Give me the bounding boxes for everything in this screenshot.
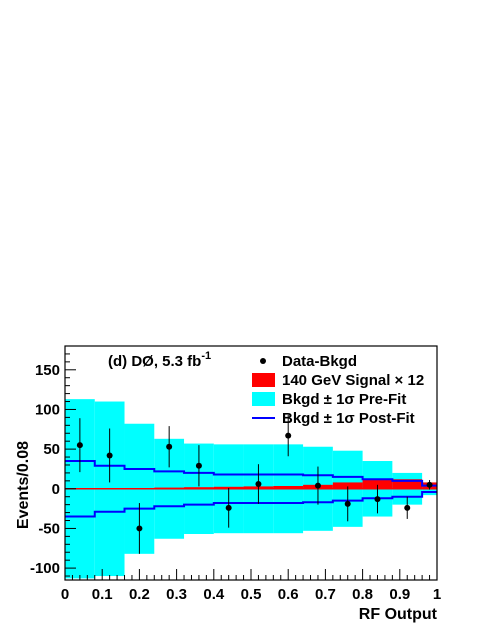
legend-marker-data xyxy=(260,358,266,364)
x-tick-label: 1 xyxy=(433,586,441,603)
legend-entry-label: 140 GeV Signal × 12 xyxy=(282,372,424,389)
signal-bin xyxy=(362,480,393,489)
data-point xyxy=(374,496,381,503)
x-tick-label: 0.5 xyxy=(241,586,262,603)
signal-bin xyxy=(184,487,214,489)
x-tick-label: 0.7 xyxy=(315,586,336,603)
signal-bin xyxy=(273,486,304,489)
data-point xyxy=(285,432,292,439)
y-tick-label: -50 xyxy=(38,520,60,537)
annotation-superscript: -1 xyxy=(201,350,211,362)
legend-entry-label: Data-Bkgd xyxy=(282,353,357,370)
x-tick-label: 0.6 xyxy=(278,586,299,603)
x-tick-label: 0.8 xyxy=(352,586,373,603)
x-tick-label: 0.2 xyxy=(129,586,150,603)
legend-swatch xyxy=(252,392,275,406)
data-point xyxy=(344,500,351,507)
legend-swatch xyxy=(252,373,275,387)
y-axis: -100 -50 0 50 100 150 xyxy=(30,353,76,577)
data-point xyxy=(195,462,202,469)
x-axis-title: RF Output xyxy=(359,606,438,623)
y-axis-title: Events/0.08 xyxy=(15,441,32,529)
legend-entry-label: Bkgd ± 1σ Post-Fit xyxy=(282,410,415,427)
data-point xyxy=(426,481,433,488)
y-tick-label: 0 xyxy=(52,481,60,498)
data-point xyxy=(106,452,113,459)
annotation-label: (d) DØ, 5.3 fb-1 xyxy=(108,350,211,370)
data-point xyxy=(404,504,411,511)
data-point xyxy=(76,442,83,449)
signal-bin xyxy=(213,486,244,489)
y-tick-label: 50 xyxy=(43,441,60,458)
x-tick-label: 0.4 xyxy=(203,586,225,603)
y-tick-label: 100 xyxy=(35,401,60,418)
data-points-layer xyxy=(76,415,433,554)
signal-bin xyxy=(332,482,363,489)
legend: Data-Bkgd 140 GeV Signal × 12 Bkgd ± 1σ Pr… xyxy=(252,353,424,427)
data-point xyxy=(314,482,321,489)
x-axis: 0 0.1 0.2 0.3 0.4 0.5 0.6 0.7 0.8 0.9 1 xyxy=(61,569,441,603)
x-tick-label: 0 xyxy=(61,586,69,603)
annotation-main: (d) DØ, 5.3 fb xyxy=(108,353,201,370)
x-tick-label: 0.1 xyxy=(92,586,113,603)
data-point xyxy=(225,504,232,511)
legend-entry-label: Bkgd ± 1σ Pre-Fit xyxy=(282,391,406,408)
data-point xyxy=(255,481,262,488)
y-tick-label: 150 xyxy=(35,362,60,379)
x-tick-label: 0.9 xyxy=(389,586,410,603)
x-tick-label: 0.3 xyxy=(166,586,187,603)
y-tick-label: -100 xyxy=(30,560,60,577)
data-point xyxy=(136,525,143,532)
data-point xyxy=(166,443,173,450)
signal-bin xyxy=(392,479,423,489)
